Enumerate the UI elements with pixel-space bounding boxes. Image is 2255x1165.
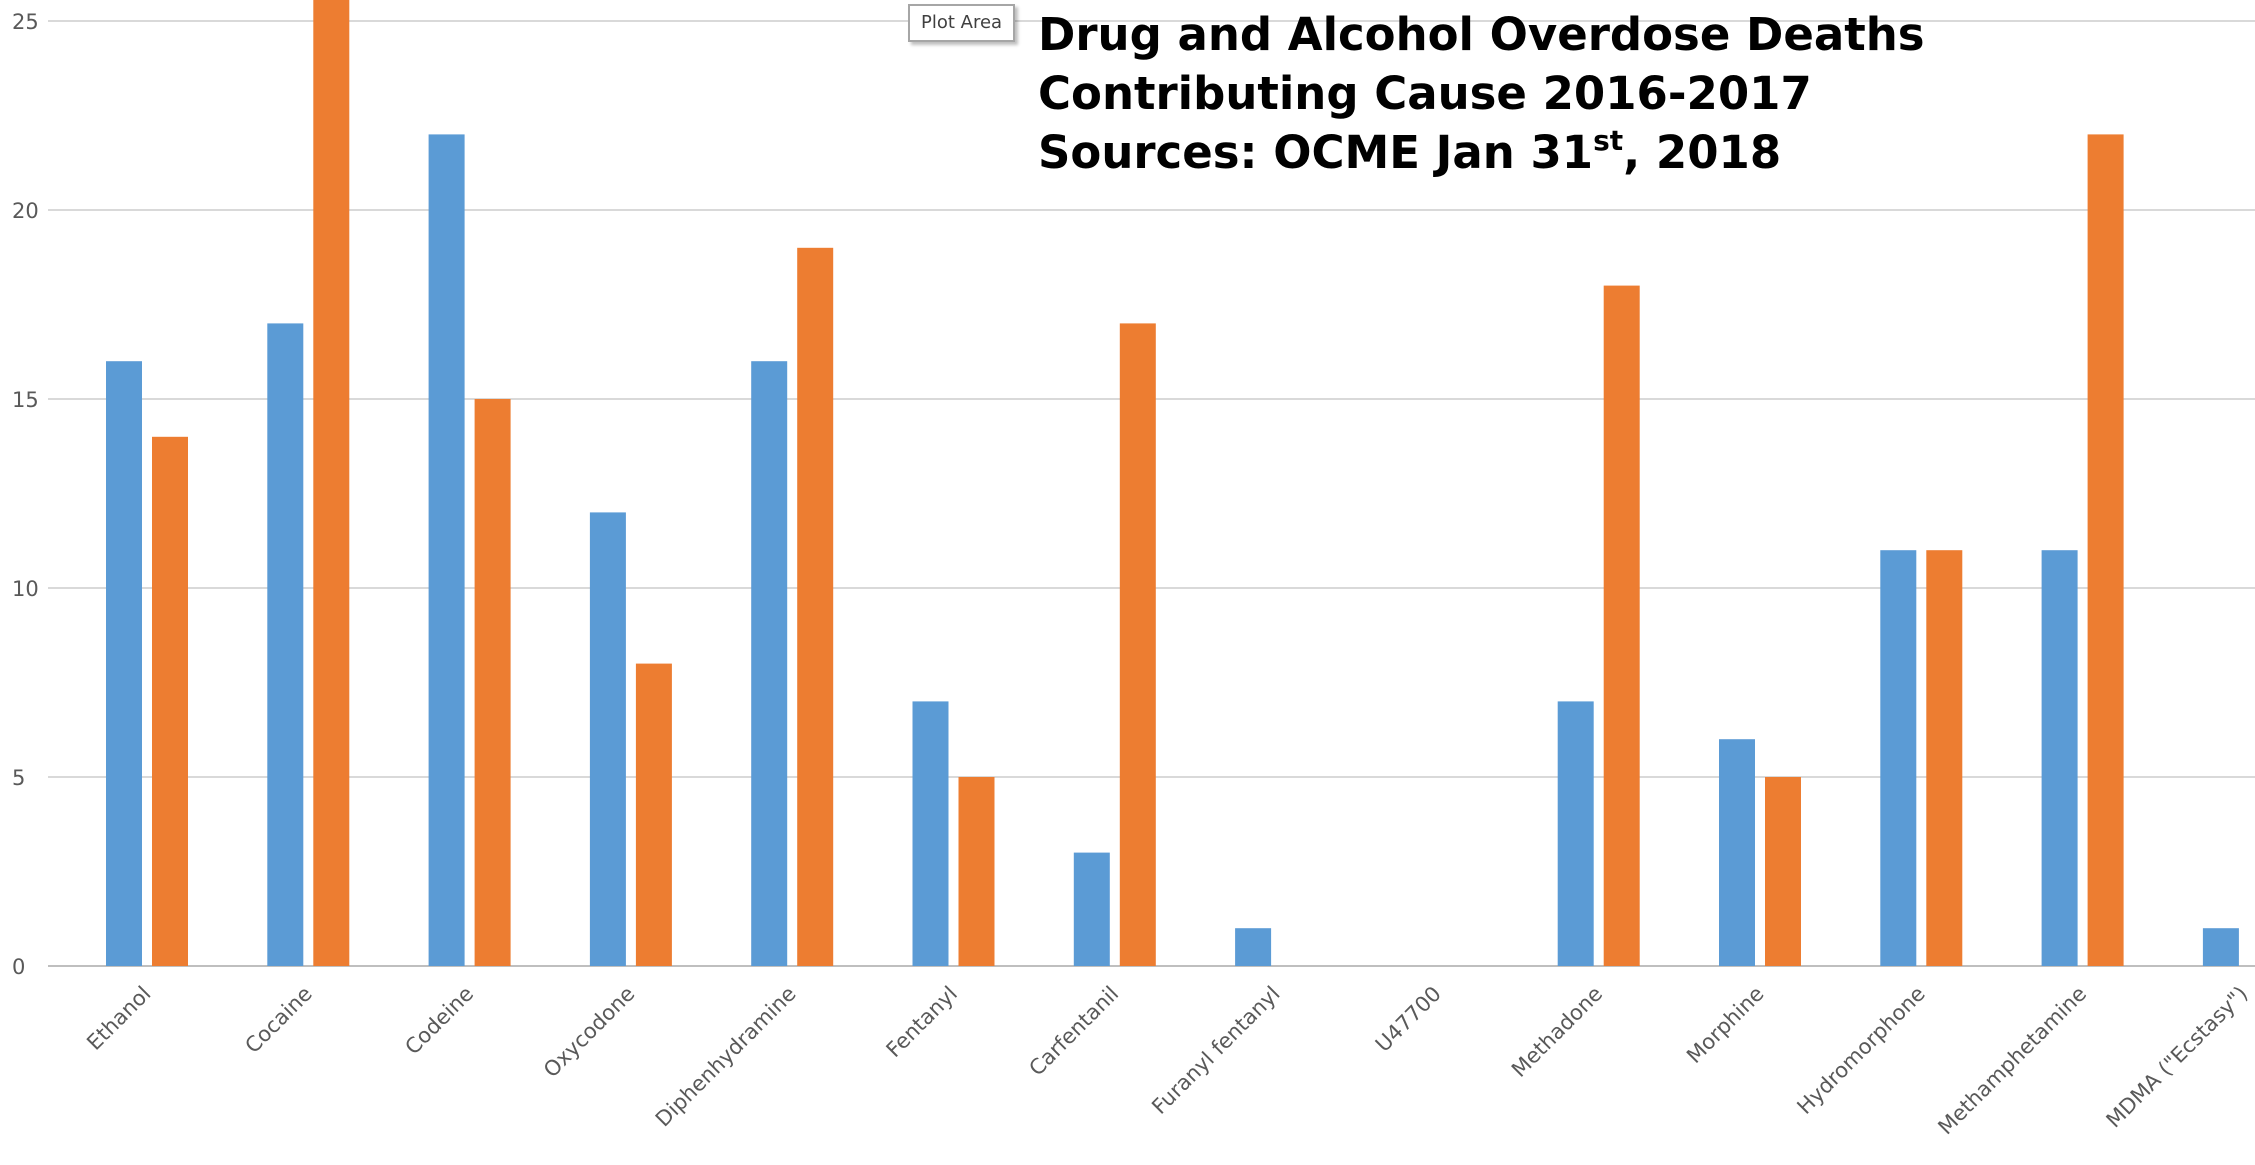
x-tick-label: Furanyl fentanyl (1147, 982, 1284, 1119)
x-tick-label: Morphine (1682, 982, 1768, 1068)
chart-title: Drug and Alcohol Overdose Deaths Contrib… (1038, 8, 1925, 179)
chart-sources-prefix: Sources: OCME Jan 31 (1038, 126, 1593, 179)
bar-series-1-mdma-ecstasy[interactable] (2202, 928, 2239, 966)
x-tick-label: MDMA ("Ecstasy") (2102, 982, 2253, 1133)
bar-series-2-methadone[interactable] (1603, 285, 1640, 967)
x-tick-label: Diphenhydramine (651, 982, 801, 1132)
chart-sources-superscript: st (1593, 124, 1623, 157)
bar-series-1-methadone[interactable] (1557, 701, 1594, 966)
x-tick-label: Cocaine (240, 982, 316, 1058)
bar-series-1-cocaine[interactable] (267, 323, 304, 966)
y-tick-label: 0 (12, 955, 25, 979)
bar-series-2-cocaine[interactable] (313, 0, 350, 966)
x-tick-label: Carfentanil (1024, 982, 1123, 1081)
bar-series-1-fentanyl[interactable] (912, 701, 949, 966)
bar-series-2-hydromorphone[interactable] (1926, 550, 1963, 966)
x-tick-label: Methamphetamine (1933, 982, 2091, 1140)
bar-series-2-morphine[interactable] (1765, 777, 1801, 966)
chart-title-line-2: Contributing Cause 2016-2017 (1038, 67, 1812, 120)
bar-series-2-oxycodone[interactable] (635, 663, 672, 966)
x-tick-label: Methadone (1507, 982, 1607, 1082)
bar-series-2-methamphetamine[interactable] (2087, 134, 2124, 966)
bar-series-1-furanyl-fentanyl[interactable] (1235, 928, 1272, 966)
y-tick-label: 10 (12, 577, 39, 601)
y-tick-label: 25 (12, 10, 39, 34)
chart-sources-line: Sources: OCME Jan 31st, 2018 (1038, 124, 1781, 179)
y-tick-label: 15 (12, 388, 39, 412)
bars (106, 0, 2239, 967)
chart-title-line-1: Drug and Alcohol Overdose Deaths (1038, 8, 1925, 61)
x-tick-label: Fentanyl (882, 982, 962, 1062)
plot-area-tooltip: Plot Area (908, 4, 1016, 42)
bar-series-2-fentanyl[interactable] (958, 777, 995, 966)
bar-series-2-diphenhydramine[interactable] (797, 247, 834, 967)
bar-series-2-carfentanil[interactable] (1119, 323, 1156, 966)
bar-series-1-diphenhydramine[interactable] (751, 361, 788, 966)
bar-series-1-methamphetamine[interactable] (2041, 550, 2078, 966)
x-axis-ticks: Ethanol Cocaine Codeine Oxycodone Diphenhydr… (82, 982, 2252, 1140)
y-tick-label: 5 (12, 766, 25, 790)
bar-series-1-morphine[interactable] (1719, 739, 1755, 966)
x-tick-label: Ethanol (82, 982, 155, 1055)
chart-sources-suffix: , 2018 (1623, 126, 1781, 179)
bar-series-2-ethanol[interactable] (152, 436, 188, 966)
bar-series-1-codeine[interactable] (428, 134, 465, 966)
bar-series-2-codeine[interactable] (474, 399, 511, 966)
bar-series-1-ethanol[interactable] (106, 361, 142, 966)
x-tick-label: Codeine (400, 982, 478, 1060)
x-tick-label: Hydromorphone (1792, 982, 1929, 1119)
x-tick-label: U47700 (1371, 982, 1446, 1057)
bar-series-1-hydromorphone[interactable] (1880, 550, 1917, 966)
bar-series-1-carfentanil[interactable] (1073, 852, 1110, 966)
y-tick-label: 20 (12, 199, 39, 223)
bar-series-1-oxycodone[interactable] (589, 512, 626, 966)
y-axis-ticks: 0 5 10 15 20 25 (12, 10, 39, 979)
x-tick-label: Oxycodone (539, 982, 640, 1083)
